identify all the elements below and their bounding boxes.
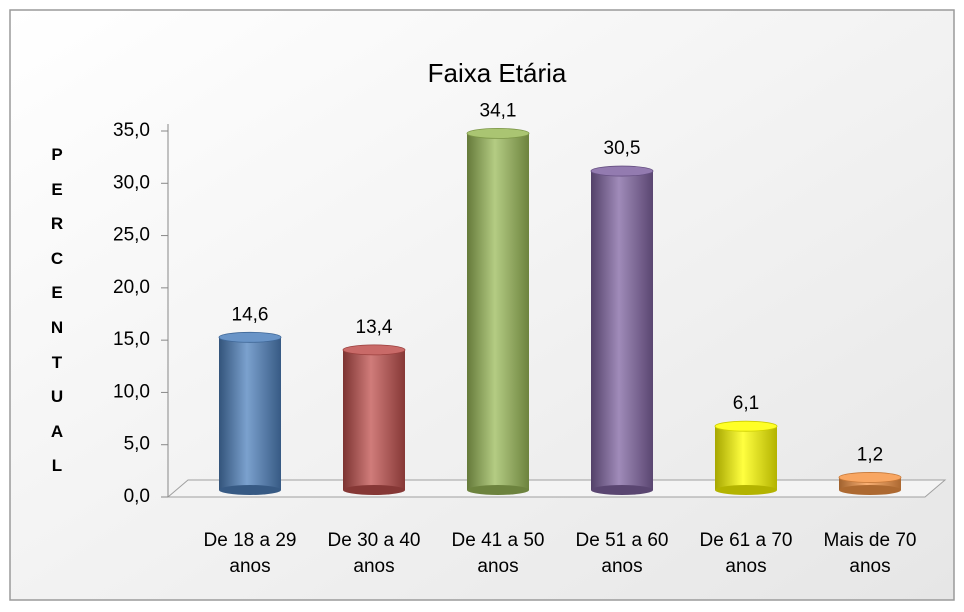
value-label: 34,1 bbox=[480, 100, 517, 121]
bar-base bbox=[219, 485, 281, 495]
bar-top bbox=[590, 165, 654, 177]
bar-top bbox=[838, 472, 902, 483]
value-label: 30,5 bbox=[604, 138, 641, 159]
chart-title: Faixa Etária bbox=[428, 58, 567, 88]
bar bbox=[591, 171, 653, 491]
x-tick-label: De 51 a 60 anos bbox=[575, 530, 669, 577]
floor bbox=[166, 479, 947, 498]
y-tick-label: 25,0 bbox=[113, 225, 150, 246]
bar-top bbox=[218, 331, 282, 343]
x-tick-label: De 61 a 70 anos bbox=[699, 530, 793, 577]
y-axis-label: PERCENTUAL bbox=[50, 145, 64, 476]
value-label: 14,6 bbox=[232, 304, 269, 325]
y-tick-label: 20,0 bbox=[113, 277, 150, 298]
bar bbox=[219, 337, 281, 490]
y-tick-label: 0,0 bbox=[124, 486, 150, 507]
y-tick-label: 35,0 bbox=[113, 120, 150, 141]
bar-base bbox=[715, 485, 777, 495]
value-label: 13,4 bbox=[356, 317, 393, 338]
y-tick-label: 10,0 bbox=[113, 381, 150, 402]
y-tick-label: 30,0 bbox=[113, 172, 150, 193]
x-tick-label: De 41 a 50 anos bbox=[451, 530, 545, 577]
value-label: 6,1 bbox=[733, 393, 759, 414]
bar-top bbox=[466, 128, 530, 139]
x-tick-label: De 30 a 40 anos bbox=[327, 530, 421, 577]
bar-top bbox=[714, 420, 778, 432]
bar-base bbox=[839, 485, 901, 495]
y-tick-label: 15,0 bbox=[113, 329, 150, 350]
bar-base bbox=[591, 485, 653, 495]
bar bbox=[715, 426, 777, 490]
bar-base bbox=[467, 485, 529, 495]
x-tick-label: De 18 a 29 anos bbox=[203, 530, 297, 577]
value-label: 1,2 bbox=[857, 444, 883, 465]
x-tick-label: Mais de 70 anos bbox=[823, 530, 917, 577]
y-tick-label: 5,0 bbox=[124, 434, 150, 455]
bar-base bbox=[343, 485, 405, 495]
bar bbox=[467, 133, 529, 490]
bar-top bbox=[342, 344, 406, 356]
bar bbox=[343, 349, 405, 490]
